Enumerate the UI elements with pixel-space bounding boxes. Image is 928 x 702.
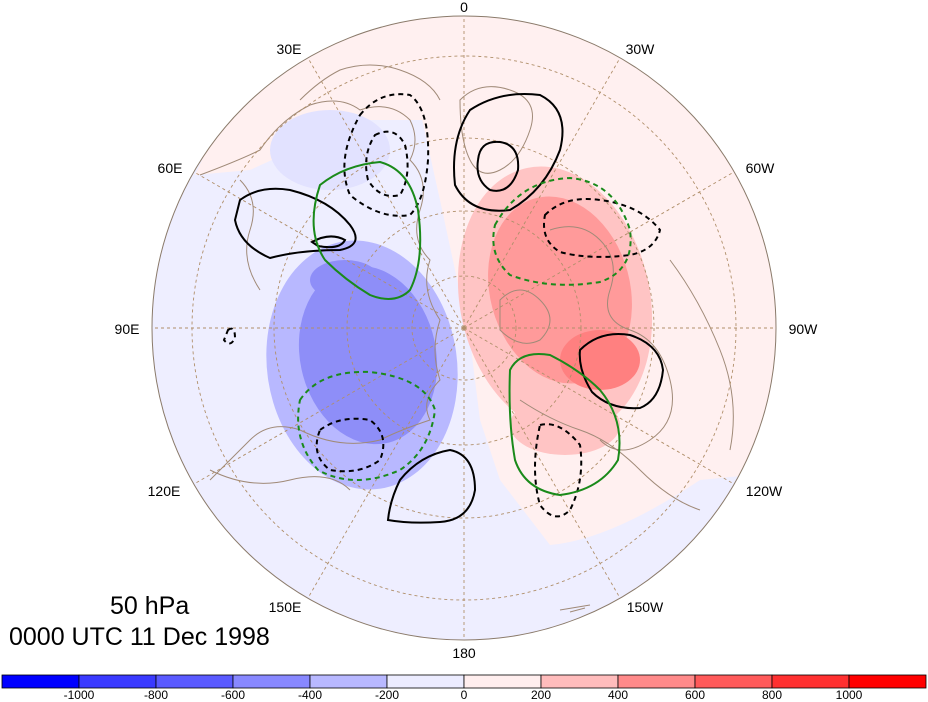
dashed-contour [315, 417, 385, 473]
colorbar-box [155, 674, 234, 689]
lon-label-90w: 90W [789, 321, 819, 337]
colorbar-box [540, 674, 619, 689]
dashed-contour [543, 198, 662, 258]
green-dashed-contour [297, 370, 437, 481]
dashed-contour [222, 327, 237, 345]
colorbar-tick-label: 0 [461, 688, 468, 702]
lon-label-150w: 150W [627, 599, 664, 615]
lon-label-120w: 120W [746, 483, 783, 499]
dashed-contour [365, 130, 409, 197]
colorbar-tick-label: 800 [762, 688, 782, 702]
colorbar-tick-label: -1000 [64, 688, 95, 702]
colorbar-box [232, 674, 311, 689]
colorbar-box [309, 674, 388, 689]
colorbar-tick-label: -800 [144, 688, 168, 702]
lon-label-180: 180 [452, 645, 476, 661]
lon-label-60w: 60W [746, 160, 776, 176]
colorbar: -1000 -800 -600 -400 -200 0 200 400 600 800 1000 [1, 674, 927, 702]
map-boundary [151, 15, 777, 641]
colorbar-tick-label: 200 [531, 688, 551, 702]
colorbar-tick-label: 600 [685, 688, 705, 702]
longitude-labels: 0 30W 60W 90W 120W 150W 180 150E 120E 90… [115, 0, 819, 661]
lon-label-90e: 90E [115, 321, 140, 337]
green-contour [508, 353, 621, 497]
lon-label-60e: 60E [158, 160, 183, 176]
colorbar-tick-label: -400 [298, 688, 322, 702]
pressure-level-label: 50 hPa [110, 592, 190, 620]
contours [222, 93, 665, 524]
colorbar-box [1, 674, 80, 689]
lon-label-120e: 120E [148, 483, 181, 499]
colorbar-box [771, 674, 850, 689]
lon-label-0: 0 [460, 0, 468, 15]
colorbar-box [78, 674, 157, 689]
solid-contour [310, 235, 347, 249]
shading-layer [152, 16, 776, 640]
lon-label-30e: 30E [277, 41, 302, 57]
valid-time-label: 0000 UTC 11 Dec 1998 [9, 623, 270, 651]
solid-contour [578, 333, 665, 410]
colorbar-tick-label: 1000 [836, 688, 863, 702]
solid-contour [386, 448, 477, 524]
lon-label-150e: 150E [269, 599, 302, 615]
lon-label-30w: 30W [626, 41, 656, 57]
colorbar-tick-label: 400 [608, 688, 628, 702]
colorbar-box [386, 674, 465, 689]
colorbar-box [617, 674, 696, 689]
colorbar-box [848, 674, 927, 689]
green-contour [312, 160, 422, 300]
colorbar-tick-label: -200 [375, 688, 399, 702]
colorbar-tick-label: -600 [221, 688, 245, 702]
solid-contour [476, 140, 520, 192]
solid-contour [233, 187, 357, 260]
colorbar-box [463, 674, 542, 689]
dashed-contour [343, 93, 430, 217]
graticule [152, 16, 776, 640]
solid-contour [453, 93, 564, 212]
colorbar-box [694, 674, 773, 689]
green-dashed-contour [492, 176, 632, 286]
